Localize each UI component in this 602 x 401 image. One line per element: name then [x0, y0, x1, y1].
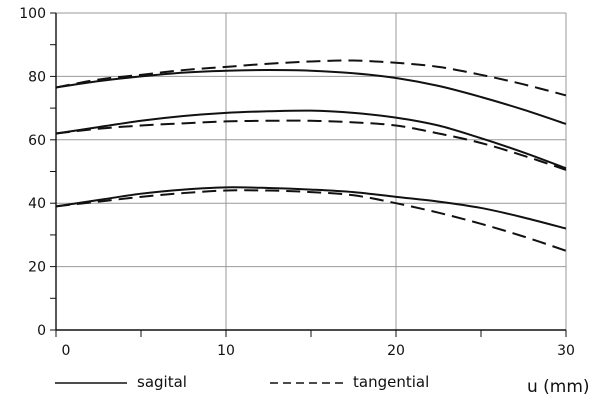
- x-axis-label: u (mm): [527, 377, 590, 397]
- y-tick-label-20: 20: [28, 260, 46, 276]
- legend: sagital tangential: [55, 373, 429, 391]
- x-tick-label-20: 20: [387, 343, 405, 359]
- series-lines: [55, 59, 567, 252]
- y-tick-label-60: 60: [28, 133, 46, 149]
- y-tick-label-100: 100: [19, 6, 46, 22]
- legend-label-sagital: sagital: [137, 373, 187, 391]
- series-line-tangential-2: [55, 119, 567, 171]
- x-tick-label-0: 0: [62, 343, 71, 359]
- series-line-tangential-1: [55, 59, 567, 97]
- x-tick-label-10: 10: [217, 343, 235, 359]
- series-line-sagital-1: [55, 69, 567, 125]
- y-tick-label-80: 80: [28, 69, 46, 85]
- legend-label-tangential: tangential: [353, 373, 429, 391]
- x-tick-label-30: 30: [557, 343, 575, 359]
- series-line-sagital-2: [55, 109, 567, 170]
- y-tick-label-0: 0: [37, 323, 46, 339]
- series-line-sagital-3: [55, 186, 567, 230]
- ticks: 0 20 40 60 80 100 0 10 20 30: [19, 6, 575, 359]
- y-tick-label-40: 40: [28, 196, 46, 212]
- series-line-tangential-3: [55, 189, 567, 252]
